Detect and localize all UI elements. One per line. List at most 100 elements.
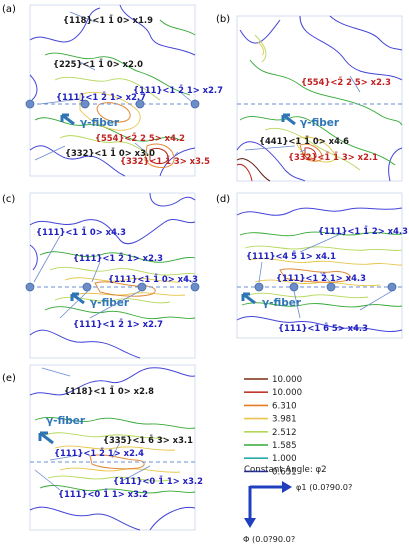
panel-e-annot-4: {111}<0 1̄ 1> x3.2 — [113, 475, 203, 486]
panel-a-annot-2: {225}<1 1̄ 0> x2.0 — [53, 58, 143, 69]
panel-e-pointer — [111, 441, 121, 459]
panel-d-pointer — [293, 290, 301, 319]
panel-d-dot — [254, 282, 264, 292]
panel-c-dot — [190, 282, 200, 292]
panel-e-annot-2: {335}<1 6̄ 3> x3.1 — [103, 434, 193, 445]
panel-e-pointer — [119, 465, 151, 483]
panel-c-gamma-label: γ-fiber — [90, 297, 130, 309]
panel-c-dot — [137, 282, 147, 292]
panel-a-annot-5: {554}<2̄ 2 5> x4.2 — [95, 132, 185, 143]
panel-a-annot-6: {332}<1 1̄ 0> x3.0 — [65, 147, 155, 158]
panel-a-dot — [25, 99, 35, 109]
legend-value-7: 0.631 — [272, 467, 297, 477]
panel-c-pointer — [91, 261, 101, 283]
panel-c-pointer — [89, 290, 141, 319]
panel-e-frame — [29, 364, 196, 531]
panel-c-frame — [29, 192, 196, 359]
constant-angle-label: Constant Angle: φ2 — [244, 465, 327, 475]
panel-d-pointer — [359, 290, 393, 311]
panel-c-pointer — [33, 235, 61, 283]
euler-axis-key: φ1 (0.0?90.0? Φ (0.0?90.0? — [243, 481, 352, 544]
panel-d-pointer — [258, 261, 263, 283]
panel-label-d: (d) — [216, 194, 230, 205]
panel-b-frame — [236, 15, 403, 182]
panel-a-annot-1: {118}<1 1̄ 0> x1.9 — [63, 14, 153, 25]
panel-c-pointer — [184, 277, 194, 284]
legend-value-0: 10.000 — [272, 375, 302, 385]
panel-b-pointer — [299, 149, 306, 153]
panel-a-pointer — [79, 61, 96, 71]
panel-e-annot-1: {118}<1 1̄ 0> x2.8 — [64, 385, 154, 396]
panel-c-dot — [82, 282, 92, 292]
phi1-axis-label: φ1 (0.0?90.0? — [296, 482, 352, 492]
panel-a-pointer — [69, 11, 96, 23]
panel-d-pointer — [319, 271, 331, 283]
Phi-axis-label: Φ (0.0?90.0? — [243, 534, 295, 544]
panel-e-gamma-label: γ-fiber — [46, 415, 86, 427]
Phi-arrowhead-icon — [244, 518, 256, 528]
panel-a-contours — [29, 4, 196, 177]
panel-d-annot-3: {111}<1 2̄ 1> x4.3 — [276, 272, 366, 283]
legend-value-4: 2.512 — [272, 428, 297, 438]
panel-c-annot-3: {111}<1 1̄ 0> x4.3 — [108, 273, 198, 284]
panel-label-e: (e) — [2, 373, 16, 384]
panel-b-annot-3: {332}<1̄ 1̄ 3> x2.1 — [288, 151, 378, 162]
panel-b-gamma-arrow — [281, 113, 296, 126]
panel-e-pointer — [34, 469, 61, 491]
panel-c-annot-2: {111}<1 2̄ 1> x2.3 — [73, 252, 163, 263]
legend-value-2: 6.310 — [272, 401, 297, 411]
panel-c-dot — [25, 282, 35, 292]
panel-b-pointer — [349, 75, 361, 93]
panel-c-annot-4: {111}<1 2̄ 1> x2.7 — [73, 318, 163, 329]
panel-d-annot-1: {111}<1 1̄ 2> x4.3 — [318, 225, 408, 236]
panel-d-dot — [289, 282, 299, 292]
panel-c-gamma-arrow — [70, 292, 85, 305]
panel-a-dot — [190, 99, 200, 109]
legend-value-1: 10.000 — [272, 388, 302, 398]
panel-a-gamma-label: γ-fiber — [80, 117, 120, 129]
panel-d-gamma-arrow — [241, 292, 256, 305]
panel-a-pointer — [39, 98, 81, 105]
panel-a: (a) γ-fiber {1 — [2, 4, 223, 177]
panel-b-annot-1: {554}<2̄ 2 5> x2.3 — [301, 76, 391, 87]
panel-a-frame — [29, 4, 196, 177]
panel-d-contours — [236, 207, 403, 333]
legend-value-6: 1.000 — [272, 454, 297, 464]
contour-legend: 10.000 10.000 6.310 3.981 2.512 1.585 1.000 0.6… — [244, 375, 327, 477]
panel-b-annot-2: {441}<1 1̄ 0> x4.6 — [259, 135, 349, 146]
panel-e-annot-3: {111}<1 2̄ 1> x2.4 — [54, 447, 144, 458]
panel-a-pointer — [34, 145, 66, 161]
panel-b-pointer — [244, 145, 296, 151]
panel-c: (c) γ-fiber {111}<1 1̄ 0> x4.3 {111}<1 2… — [2, 192, 200, 359]
panel-e-contours — [29, 367, 196, 531]
panel-a-pointer — [134, 142, 149, 155]
panel-a-dot — [135, 99, 145, 109]
panel-e-pointer — [49, 454, 81, 461]
panel-a-dot — [80, 99, 90, 109]
panel-c-pointer — [59, 290, 89, 319]
panel-a-gamma-arrow — [60, 113, 75, 126]
panel-d-frame — [236, 192, 403, 339]
panel-d-pointer — [299, 231, 346, 253]
panel-a-pointer — [179, 91, 193, 103]
panel-label-b: (b) — [216, 14, 230, 25]
panel-e-annot-5: {111}<0 1̄ 1> x3.2 — [58, 488, 148, 499]
panel-e-gamma-arrow — [38, 431, 54, 445]
legend-value-5: 1.585 — [272, 441, 297, 451]
legend-value-3: 3.981 — [272, 415, 297, 425]
panel-label-c: (c) — [2, 194, 15, 205]
panel-b: (b) γ-fiber {554}<2̄ 2 5> x2.3 {441}<1 1… — [216, 14, 403, 182]
panel-d-dot — [387, 282, 397, 292]
panel-b-contours — [236, 15, 403, 182]
panel-d-dot — [326, 282, 336, 292]
panel-d: (d) γ-fiber {111}<1 1̄ 2> x4.3 {111}<4 5… — [216, 192, 408, 339]
panel-a-annot-4: {111}<1 2̄ 1> x2.7 — [56, 91, 146, 102]
panel-d-annot-4: {111}<1 6̄ 5> x4.3 — [278, 322, 368, 333]
panel-d-gamma-label: γ-fiber — [262, 297, 302, 309]
panel-a-pointer — [174, 151, 179, 156]
panel-a-annot-7: {332}<1 1̄ 3> x3.5 — [120, 155, 210, 166]
panel-e: (e) γ-fiber {118}<1 1̄ 0> x2.8 {335}<1 6… — [2, 364, 203, 531]
phi1-arrowhead-icon — [282, 481, 292, 493]
panel-b-gamma-label: γ-fiber — [300, 117, 340, 129]
